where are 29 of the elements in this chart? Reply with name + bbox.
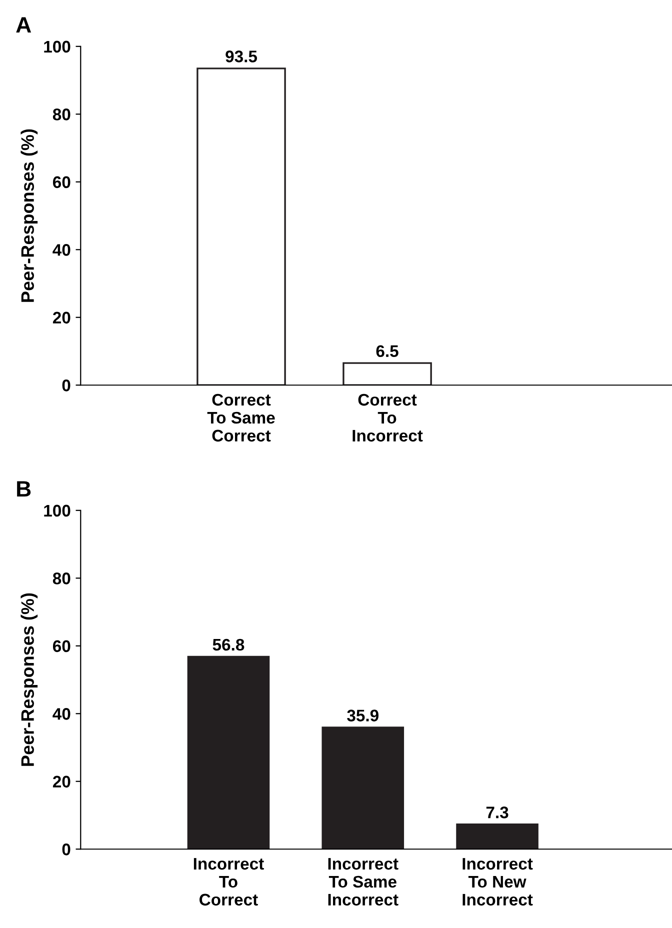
data-label: 56.8 bbox=[212, 638, 244, 651]
data-label: 7.3 bbox=[486, 806, 508, 818]
y-tick-label: 60 bbox=[52, 176, 70, 188]
y-tick-label: 20 bbox=[52, 312, 70, 324]
chart-title: B bbox=[17, 481, 31, 497]
x-tick-label: Correct To Same Correct bbox=[207, 394, 275, 442]
y-tick-label: 20 bbox=[52, 776, 70, 788]
y-axis-title: Peer-Responses (%) bbox=[20, 129, 38, 302]
bar bbox=[322, 726, 404, 850]
y-tick-label: 40 bbox=[52, 708, 70, 720]
y-axis-title: Peer-Responses (%) bbox=[20, 593, 38, 766]
data-label: 93.5 bbox=[226, 50, 258, 62]
y-tick-label: 60 bbox=[52, 640, 70, 652]
x-tick-label: Incorrect To Correct bbox=[194, 858, 264, 906]
data-label: 6.5 bbox=[376, 345, 398, 358]
y-tick-label: 100 bbox=[44, 504, 70, 517]
y-tick-label: 100 bbox=[44, 40, 70, 53]
bar bbox=[456, 824, 538, 850]
y-tick-label: 80 bbox=[52, 572, 70, 584]
x-tick-label: Correct To Incorrect bbox=[352, 394, 423, 442]
bar bbox=[187, 656, 270, 850]
x-tick-label: Incorrect To New Incorrect bbox=[462, 858, 533, 906]
data-label: 35.9 bbox=[347, 710, 378, 722]
y-tick-label: 0 bbox=[62, 844, 70, 856]
y-tick-label: 80 bbox=[52, 108, 70, 120]
x-tick-label: Incorrect To Same Incorrect bbox=[328, 858, 398, 906]
chart-title: A bbox=[16, 17, 32, 33]
y-tick-label: 40 bbox=[52, 244, 70, 256]
y-tick-label: 0 bbox=[62, 380, 70, 392]
